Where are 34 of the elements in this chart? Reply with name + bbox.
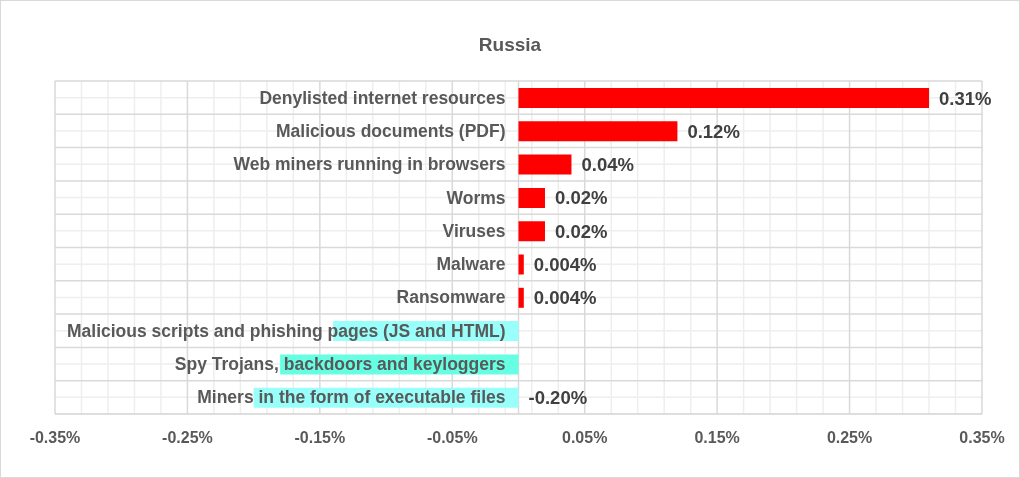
chart-title: Russia xyxy=(477,33,543,56)
bar xyxy=(518,88,930,108)
data-label: -0.20% xyxy=(528,387,588,409)
bar xyxy=(518,221,545,242)
bar xyxy=(518,121,678,142)
bar xyxy=(518,254,524,275)
x-tick-label: 0.35% xyxy=(959,429,1005,447)
bar xyxy=(518,154,572,175)
data-label: 0.02% xyxy=(554,187,608,209)
y-tick-label: Viruses xyxy=(442,220,506,241)
x-tick-label: -0.15% xyxy=(294,429,346,447)
y-tick-label: Denylisted internet resources xyxy=(259,87,506,108)
y-tick-label: Malicious scripts and phishing pages (JS and HTML) xyxy=(66,320,506,341)
x-tick-label: 0.05% xyxy=(562,429,608,447)
x-tick-label: -0.05% xyxy=(426,429,478,447)
data-label: 0.004% xyxy=(533,287,597,309)
bar xyxy=(518,187,545,208)
x-tick-label: -0.25% xyxy=(162,429,213,447)
y-tick-label: Web miners running in browsers xyxy=(233,154,506,175)
y-tick-label: Ransomware xyxy=(396,287,506,308)
x-tick-label: 0.15% xyxy=(694,429,740,447)
data-label: 0.004% xyxy=(533,254,597,275)
x-tick-label: 0.25% xyxy=(826,429,873,447)
y-tick-label: Miners in the form of executable files xyxy=(197,387,506,408)
data-label: 0.31% xyxy=(939,87,992,109)
y-tick-label: Spy Trojans, backdoors and keyloggers xyxy=(174,354,506,375)
data-label: 0.12% xyxy=(687,120,740,142)
y-tick-label: Malicious documents (PDF) xyxy=(276,120,506,141)
bar xyxy=(518,287,524,308)
data-label: 0.02% xyxy=(554,220,608,242)
y-tick-label: Worms xyxy=(446,187,506,208)
data-label: 0.04% xyxy=(581,154,634,176)
y-tick-label: Malware xyxy=(436,254,506,275)
x-tick-label: -0.35% xyxy=(29,429,81,447)
